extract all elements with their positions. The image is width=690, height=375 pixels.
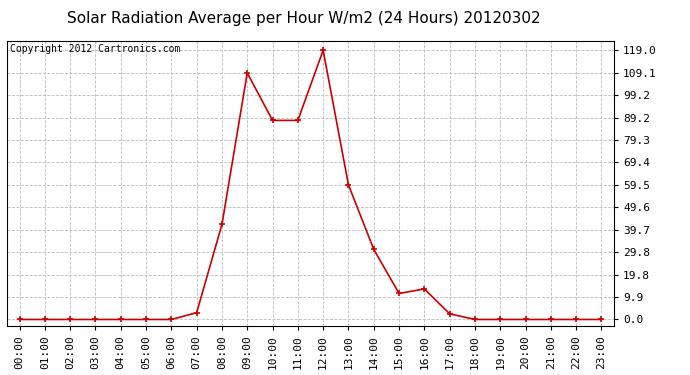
Text: Solar Radiation Average per Hour W/m2 (24 Hours) 20120302: Solar Radiation Average per Hour W/m2 (2… [67, 11, 540, 26]
Text: Copyright 2012 Cartronics.com: Copyright 2012 Cartronics.com [10, 44, 180, 54]
